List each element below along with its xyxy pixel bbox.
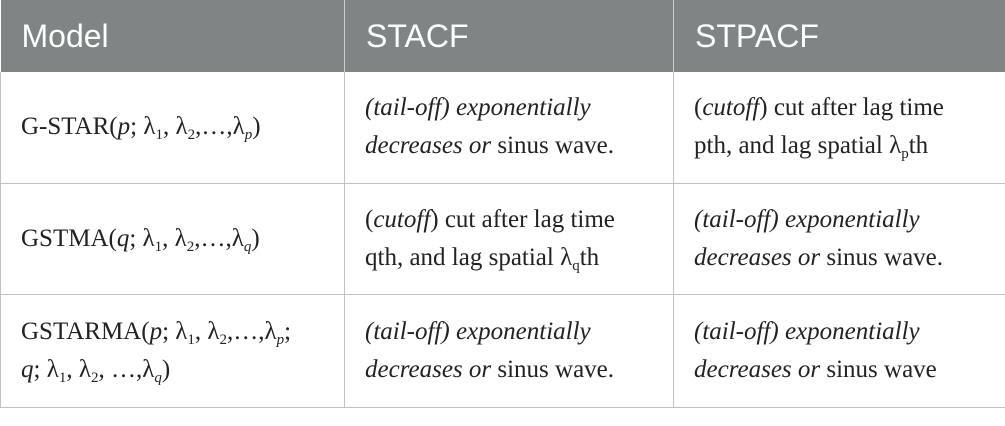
- table-row: GSTMA(q; λ1, λ2,…,λq) (cutoff) cut after…: [0, 183, 1005, 295]
- model-formula: GSTMA(q; λ1, λ2,…,λq): [21, 224, 260, 255]
- stpacf-line-2: decreases or sinus wave.: [694, 243, 944, 271]
- model-comparison-table: Model STACF STPACF G-STAR(p; λ1, λ2,…,λp…: [0, 0, 1005, 408]
- stpacf-line-1: (tail-off) exponentially: [694, 317, 920, 345]
- stpacf-cell: (tail-off) exponentially decreases or si…: [673, 294, 1005, 408]
- table-row: GSTARMA(p; λ1, λ2,…,λp; q; λ1, λ2, …,λq)…: [0, 294, 1005, 408]
- model-cell: GSTARMA(p; λ1, λ2,…,λp; q; λ1, λ2, …,λq): [0, 294, 345, 408]
- stacf-line-2: decreases or sinus wave.: [365, 132, 615, 160]
- stpacf-cell: (cutoff) cut after lag time pth, and lag…: [673, 72, 1005, 184]
- stpacf-line-1: (tail-off) exponentially: [694, 205, 920, 233]
- model-cell: GSTMA(q; λ1, λ2,…,λq): [0, 183, 345, 295]
- header-stacf: STACF: [344, 0, 674, 72]
- stacf-line-2: decreases or sinus wave.: [365, 355, 615, 383]
- stacf-line-2: qth, and lag spatial λqth: [365, 243, 600, 274]
- header-stpacf: STPACF: [673, 0, 1005, 72]
- model-formula-line-1: GSTARMA(p; λ1, λ2,…,λp;: [21, 317, 292, 348]
- stacf-cell: (cutoff) cut after lag time qth, and lag…: [344, 183, 674, 295]
- stacf-line-1: (tail-off) exponentially: [365, 94, 591, 122]
- header-model: Model: [0, 0, 345, 72]
- model-formula-line-2: q; λ1, λ2, …,λq): [21, 355, 171, 386]
- stacf-line-1: (cutoff) cut after lag time: [365, 205, 615, 233]
- stacf-cell: (tail-off) exponentially decreases or si…: [344, 294, 674, 408]
- stpacf-line-2: decreases or sinus wave: [694, 355, 937, 383]
- stacf-cell: (tail-off) exponentially decreases or si…: [344, 72, 674, 184]
- table-header-row: Model STACF STPACF: [0, 0, 1005, 72]
- stpacf-line-2: pth, and lag spatial λpth: [694, 132, 929, 163]
- stpacf-cell: (tail-off) exponentially decreases or si…: [673, 183, 1005, 295]
- stacf-line-1: (tail-off) exponentially: [365, 317, 591, 345]
- stpacf-line-1: (cutoff) cut after lag time: [694, 94, 944, 122]
- model-cell: G-STAR(p; λ1, λ2,…,λp): [0, 72, 345, 184]
- model-formula: G-STAR(p; λ1, λ2,…,λp): [21, 113, 261, 144]
- table-row: G-STAR(p; λ1, λ2,…,λp) (tail-off) expone…: [0, 72, 1005, 184]
